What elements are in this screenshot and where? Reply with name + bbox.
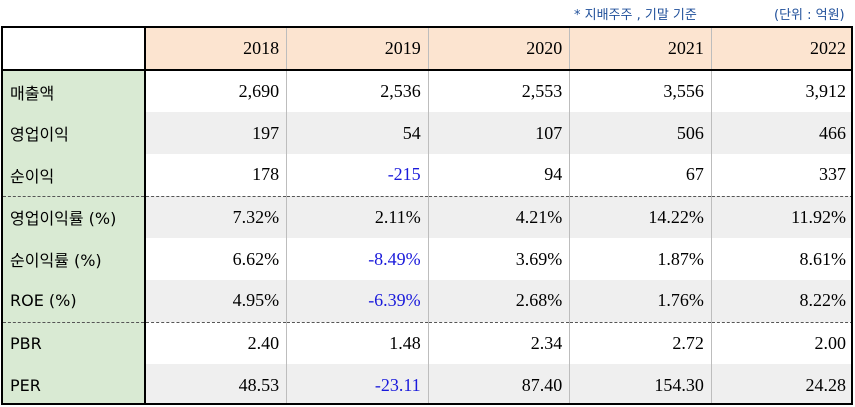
header-row: 2018 2019 2020 2021 2022: [3, 28, 851, 71]
value-cell: 7.32%: [144, 195, 287, 238]
value-cell: 107: [427, 112, 570, 154]
table-row: 순이익률 (%) 6.62% -8.49% 3.69% 1.87% 8.61%: [3, 238, 851, 280]
value-cell: 1.87%: [569, 238, 712, 280]
value-cell: 2.72: [569, 321, 712, 364]
value-cell: 154.30: [569, 364, 712, 403]
value-cell: 2,553: [427, 70, 570, 112]
value-cell: 1.76%: [569, 280, 712, 322]
unit-note: (단위 : 억원): [774, 8, 845, 23]
value-cell: 54: [286, 112, 429, 154]
value-cell: 1.48: [286, 321, 429, 364]
value-cell: 197: [144, 112, 287, 154]
value-cell: 67: [569, 154, 712, 196]
row-label: PER: [3, 364, 146, 403]
table-row: 영업이익 197 54 107 506 466: [3, 112, 851, 154]
year-header: 2019: [286, 28, 429, 71]
table-row: 매출액 2,690 2,536 2,553 3,556 3,912: [3, 70, 851, 112]
table-row: PBR 2.40 1.48 2.34 2.72 2.00: [3, 321, 851, 364]
value-cell: 3.69%: [427, 238, 570, 280]
value-cell: 11.92%: [710, 195, 851, 238]
value-cell: 337: [710, 154, 851, 196]
value-cell: 3,912: [710, 70, 851, 112]
value-cell: 94: [427, 154, 570, 196]
table-row: ROE (%) 4.95% -6.39% 2.68% 1.76% 8.22%: [3, 280, 851, 322]
value-cell: 6.62%: [144, 238, 287, 280]
value-cell: 8.61%: [710, 238, 851, 280]
value-cell: 506: [569, 112, 712, 154]
table-row: PER 48.53 -23.11 87.40 154.30 24.28: [3, 364, 851, 403]
financial-table-frame: 2018 2019 2020 2021 2022 매출액 2,690 2,536…: [1, 26, 853, 405]
value-cell: 4.95%: [144, 280, 287, 322]
value-cell: 2.00: [710, 321, 851, 364]
value-cell: 3,556: [569, 70, 712, 112]
year-header: 2020: [427, 28, 570, 71]
value-cell: 4.21%: [427, 195, 570, 238]
row-label: 영업이익률 (%): [3, 195, 146, 238]
value-cell: -215: [286, 154, 429, 196]
year-header: 2021: [569, 28, 712, 71]
value-cell: 24.28: [710, 364, 851, 403]
value-cell: 48.53: [144, 364, 287, 403]
row-label: ROE (%): [3, 280, 146, 322]
financial-table: 2018 2019 2020 2021 2022 매출액 2,690 2,536…: [3, 28, 851, 403]
year-header: 2022: [710, 28, 851, 71]
value-cell: 178: [144, 154, 287, 196]
value-cell: -23.11: [286, 364, 429, 403]
row-label: 매출액: [3, 70, 146, 112]
value-cell: -8.49%: [286, 238, 429, 280]
value-cell: 2,536: [286, 70, 429, 112]
value-cell: 466: [710, 112, 851, 154]
table-row: 영업이익률 (%) 7.32% 2.11% 4.21% 14.22% 11.92…: [3, 195, 851, 238]
value-cell: 14.22%: [569, 195, 712, 238]
row-label: 영업이익: [3, 112, 146, 154]
basis-note: * 지배주주 , 기말 기준: [574, 8, 697, 23]
row-label: 순이익률 (%): [3, 238, 146, 280]
row-label: PBR: [3, 321, 146, 364]
value-cell: 2.34: [427, 321, 570, 364]
value-cell: 2.40: [144, 321, 287, 364]
table-row: 순이익 178 -215 94 67 337: [3, 154, 851, 196]
year-header: 2018: [144, 28, 287, 71]
value-cell: -6.39%: [286, 280, 429, 322]
value-cell: 87.40: [427, 364, 570, 403]
row-label: 순이익: [3, 154, 146, 196]
value-cell: 2,690: [144, 70, 287, 112]
value-cell: 2.68%: [427, 280, 570, 322]
value-cell: 8.22%: [710, 280, 851, 322]
corner-cell: [3, 28, 146, 71]
value-cell: 2.11%: [286, 195, 429, 238]
